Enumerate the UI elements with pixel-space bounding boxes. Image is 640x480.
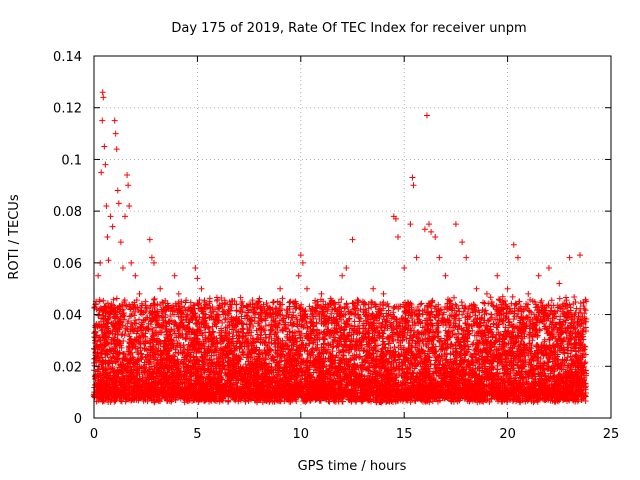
data-point bbox=[378, 346, 385, 353]
data-point bbox=[509, 293, 516, 300]
data-point bbox=[403, 335, 410, 342]
data-point bbox=[562, 294, 569, 301]
data-point bbox=[495, 296, 502, 303]
data-point bbox=[245, 358, 252, 365]
chart-title: Day 175 of 2019, Rate Of TEC Index for r… bbox=[171, 21, 526, 36]
data-points bbox=[91, 89, 590, 406]
data-point bbox=[233, 301, 240, 308]
data-point bbox=[222, 315, 229, 322]
data-point bbox=[350, 300, 357, 307]
data-point bbox=[508, 300, 515, 307]
data-point bbox=[226, 330, 233, 337]
data-point bbox=[488, 311, 495, 318]
data-point bbox=[238, 313, 245, 320]
data-point bbox=[262, 322, 269, 329]
data-point bbox=[571, 293, 578, 300]
data-point bbox=[337, 303, 344, 310]
data-point bbox=[411, 311, 418, 318]
data-point bbox=[263, 300, 270, 307]
data-point bbox=[168, 398, 175, 405]
grid-lines bbox=[94, 56, 611, 418]
data-point bbox=[149, 331, 156, 338]
data-point bbox=[391, 344, 398, 351]
data-point bbox=[151, 295, 158, 302]
data-point bbox=[494, 362, 501, 369]
data-point bbox=[567, 304, 574, 311]
data-point bbox=[459, 311, 466, 318]
data-point bbox=[237, 294, 244, 301]
data-point bbox=[263, 334, 270, 341]
data-point bbox=[497, 297, 504, 304]
data-point bbox=[227, 301, 234, 308]
data-point bbox=[527, 296, 534, 303]
data-point bbox=[361, 325, 367, 332]
data-point bbox=[496, 370, 503, 377]
data-point bbox=[510, 316, 517, 323]
